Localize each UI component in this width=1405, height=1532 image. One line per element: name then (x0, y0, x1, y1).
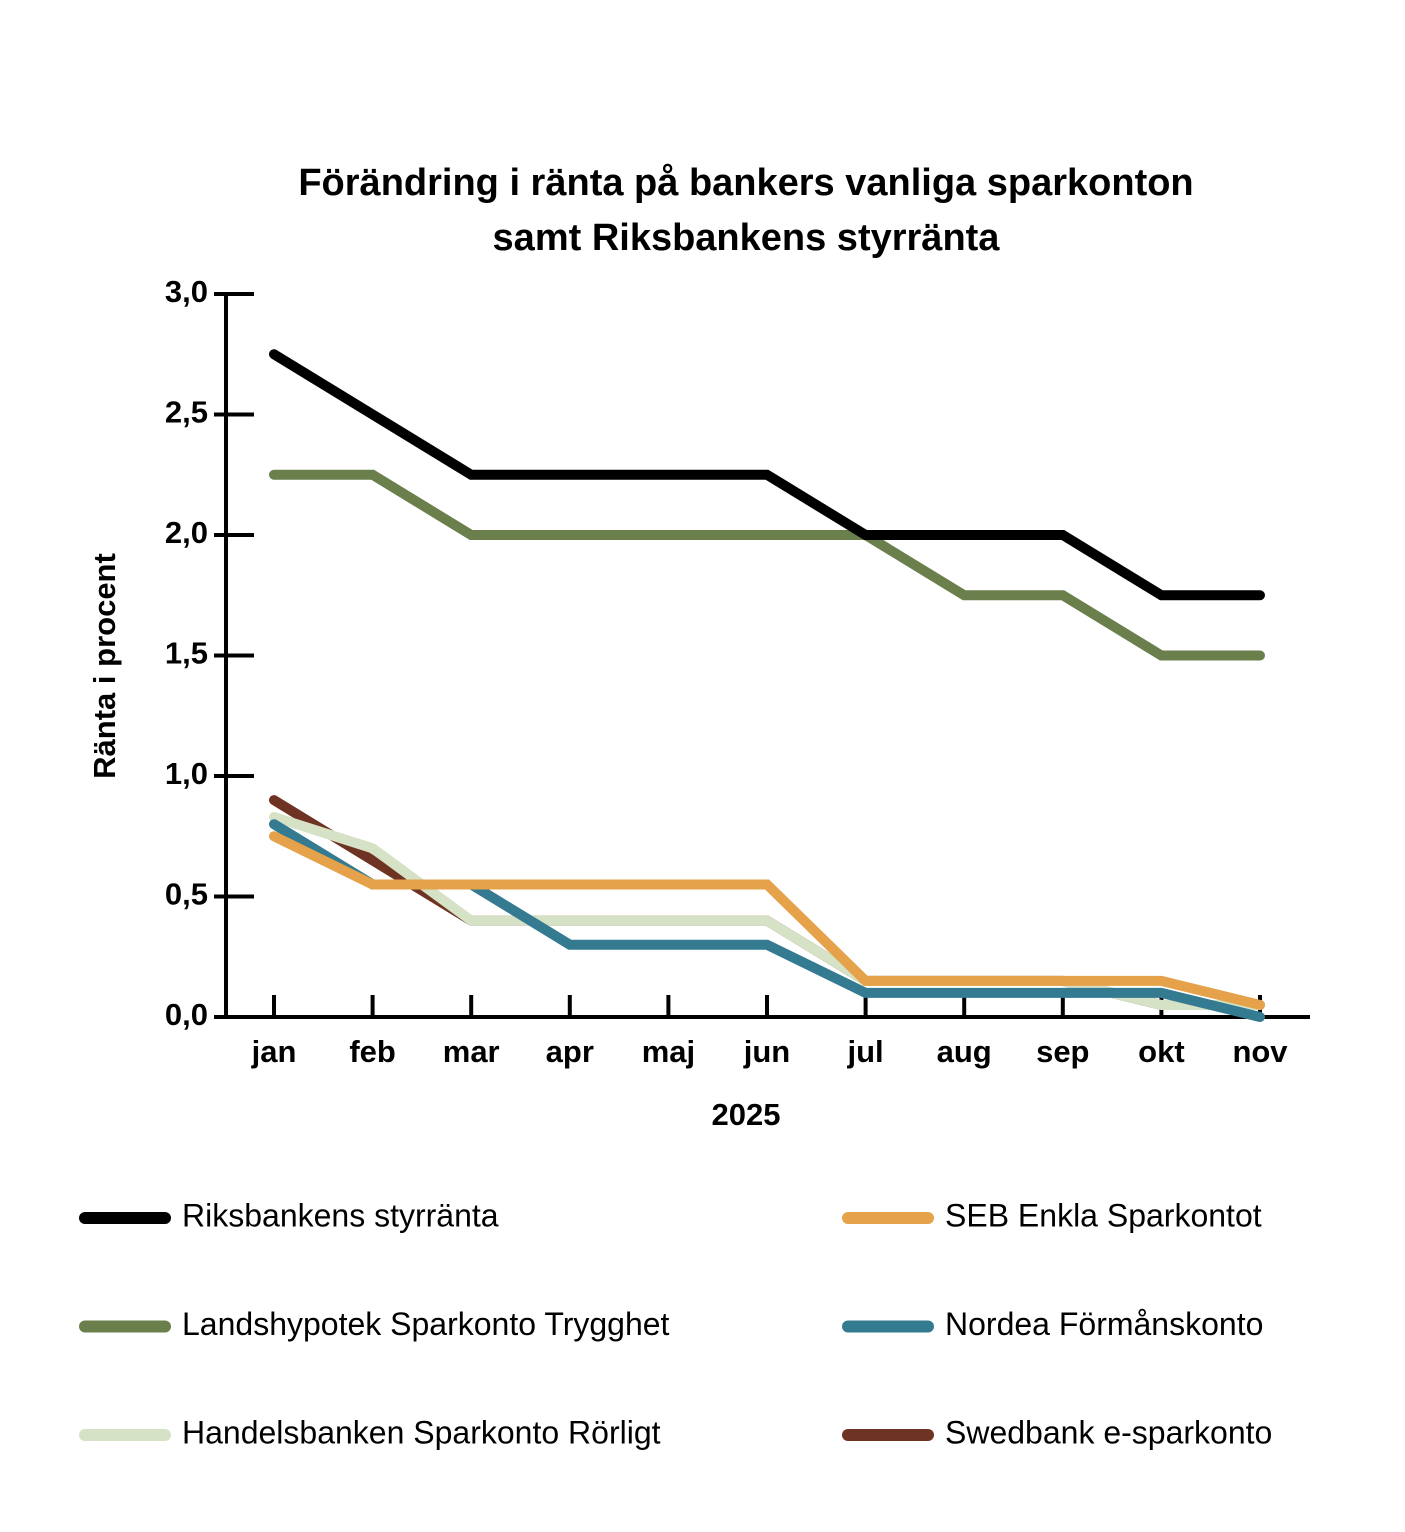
series-line (269, 349, 1265, 601)
x-tick-label: jun (743, 1034, 791, 1069)
y-tick-label: 0,0 (165, 997, 208, 1032)
x-tick-label: nov (1232, 1034, 1288, 1069)
x-tick-label: jul (847, 1034, 884, 1069)
legend-label: SEB Enkla Sparkontot (945, 1197, 1262, 1233)
x-tick-label: maj (642, 1034, 695, 1069)
series-line (269, 469, 1265, 661)
series-line (269, 795, 1265, 1010)
y-tick-label: 3,0 (165, 274, 208, 309)
legend-label: Swedbank e-sparkonto (945, 1414, 1272, 1450)
x-tick-label: jan (251, 1034, 297, 1069)
x-tick-label: okt (1138, 1034, 1185, 1069)
legend-label: Riksbankens styrränta (182, 1197, 499, 1233)
x-axis-label: 2025 (712, 1097, 781, 1132)
y-tick-label: 1,0 (165, 756, 208, 791)
y-tick-label: 2,0 (165, 515, 208, 550)
y-tick-label: 0,5 (165, 877, 208, 912)
y-tick-label: 2,5 (165, 395, 208, 430)
legend-label: Nordea Förmånskonto (945, 1306, 1263, 1342)
y-axis-label: Ränta i procent (87, 553, 122, 779)
x-tick-label: aug (937, 1034, 992, 1069)
chart-title: samt Riksbankens styrränta (493, 217, 1001, 259)
x-tick-label: sep (1036, 1034, 1089, 1069)
y-tick-label: 1,5 (165, 636, 208, 671)
x-tick-label: feb (349, 1034, 396, 1069)
x-tick-label: mar (443, 1034, 500, 1069)
legend-label: Handelsbanken Sparkonto Rörligt (182, 1414, 661, 1450)
series-line (269, 831, 1265, 1010)
legend-label: Landshypotek Sparkonto Trygghet (182, 1306, 670, 1342)
x-tick-label: apr (546, 1034, 594, 1069)
chart-title: Förändring i ränta på bankers vanliga sp… (298, 162, 1193, 204)
